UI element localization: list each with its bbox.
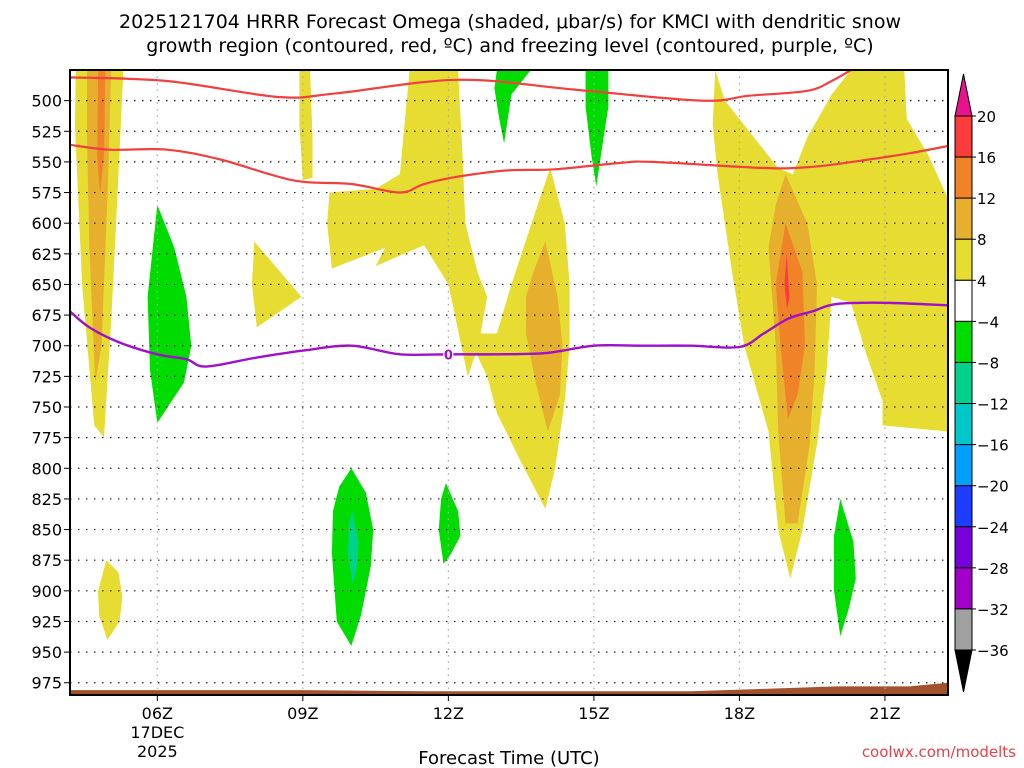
colorbar-label: 4: [977, 272, 987, 290]
omega-region-green-20z: [834, 498, 856, 637]
omega-region-blob-4-900: [98, 560, 123, 640]
chart-title-line2: growth region (contoured, red, ºC) and f…: [146, 35, 873, 57]
y-tick-label: 800: [31, 459, 62, 478]
x-tick-label: 15Z: [578, 704, 609, 723]
y-tick-label: 725: [31, 367, 62, 386]
x-tick-label: 21Z: [869, 704, 900, 723]
freezing-level-label: 0: [444, 348, 453, 363]
y-tick-label: 875: [31, 551, 62, 570]
y-tick-label: 575: [31, 184, 62, 203]
terrain-fill: [70, 682, 948, 695]
x-tick-label: 18Z: [724, 704, 755, 723]
x-tick-label: 09Z: [287, 704, 318, 723]
credit-text: coolwx.com/modelts: [862, 743, 1016, 761]
omega-region-green-12z-850: [438, 483, 461, 564]
colorbar-bin: [954, 526, 973, 569]
colorbar-label: 12: [977, 190, 996, 208]
colorbar-label: 16: [977, 149, 996, 167]
omega-region-lower-middle-8: [526, 241, 563, 432]
y-tick-label: 650: [31, 275, 62, 294]
y-tick-label: 500: [31, 92, 62, 111]
terrain-layer: [70, 682, 948, 695]
colorbar-bin: [954, 608, 973, 651]
grid-lines: [70, 70, 948, 695]
y-tick-label: 600: [31, 214, 62, 233]
colorbar-bin: [954, 403, 973, 446]
colorbar-bin: [954, 197, 973, 240]
omega-region-lower-middle-4: [448, 168, 570, 509]
colorbar-label: −4: [977, 313, 999, 331]
y-tick-label: 775: [31, 429, 62, 448]
omega-region-big-right-4: [712, 70, 948, 579]
contour-lines: 0: [70, 70, 948, 368]
dgz-contour-dgz-top: [70, 70, 852, 102]
omega-region-triangle-08z: [251, 241, 302, 328]
omega-region-green-06z: [147, 204, 192, 423]
y-tick-label: 675: [31, 306, 62, 325]
colorbar-label: −32: [977, 601, 1009, 619]
x-tick-label: 12Z: [433, 704, 464, 723]
freezing-label-bg: [443, 346, 454, 363]
x-axis-label: Forecast Time (UTC): [418, 748, 599, 768]
x-tick-sublabel: 17DEC: [130, 723, 184, 742]
y-tick-label: 900: [31, 582, 62, 601]
colorbar-label: −20: [977, 478, 1009, 496]
y-tick-label: 700: [31, 337, 62, 356]
y-tick-label: 975: [31, 674, 62, 693]
colorbar-bin: [954, 361, 973, 405]
y-tick-label: 550: [31, 153, 62, 172]
y-tick-label: 850: [31, 521, 62, 540]
y-tick-label: 750: [31, 398, 62, 417]
omega-region-big-right-16: [784, 253, 790, 309]
colorbar-bin: [954, 444, 973, 487]
colorbar-bin: [954, 115, 973, 158]
y-axis: 500 525 550 575 600 625 650 675 700 725 750 775 800 8…: [31, 92, 70, 693]
omega-region-green-15z: [585, 70, 609, 187]
omega-region-sliver-09z: [299, 70, 313, 181]
y-tick-label: 950: [31, 643, 62, 662]
colorbar-label: −12: [977, 396, 1009, 414]
colorbar-label: −24: [977, 519, 1009, 537]
y-tick-label: 525: [31, 122, 62, 141]
colorbar-over-arrow: [954, 73, 973, 117]
x-tick-sublabel: 2025: [137, 742, 178, 761]
omega-region-green-13z: [494, 70, 531, 144]
colorbar-label: −36: [977, 642, 1009, 660]
colorbar-bin: [954, 279, 973, 322]
colorbar-bin: [954, 320, 973, 363]
y-tick-label: 825: [31, 490, 62, 509]
colorbar-label: 20: [977, 108, 996, 126]
colorbar-under-arrow: [954, 649, 973, 693]
dgz-contour-dgz-bottom: [70, 143, 948, 194]
y-tick-label: 625: [31, 245, 62, 264]
freezing-level-contour: [70, 301, 948, 368]
colorbar-bin: [954, 238, 973, 281]
y-tick-label: 925: [31, 612, 62, 631]
colorbar-label: −8: [977, 354, 999, 372]
x-tick-label: 06Z: [142, 704, 173, 723]
colorbar: 20 16 12 8 4 −4 −8 −12 −16 −20 −24 −28 −32 −36: [954, 73, 1009, 693]
colorbar-label: −16: [977, 437, 1009, 455]
chart-title-line1: 2025121704 HRRR Forecast Omega (shaded, …: [119, 11, 901, 33]
omega-region-big-right-12: [775, 223, 805, 420]
colorbar-label: 8: [977, 231, 987, 249]
colorbar-bin: [954, 567, 973, 610]
plot-frame: [69, 69, 949, 696]
colorbar-label: −28: [977, 560, 1009, 578]
colorbar-bin: [954, 485, 973, 528]
colorbar-bin: [954, 156, 973, 199]
